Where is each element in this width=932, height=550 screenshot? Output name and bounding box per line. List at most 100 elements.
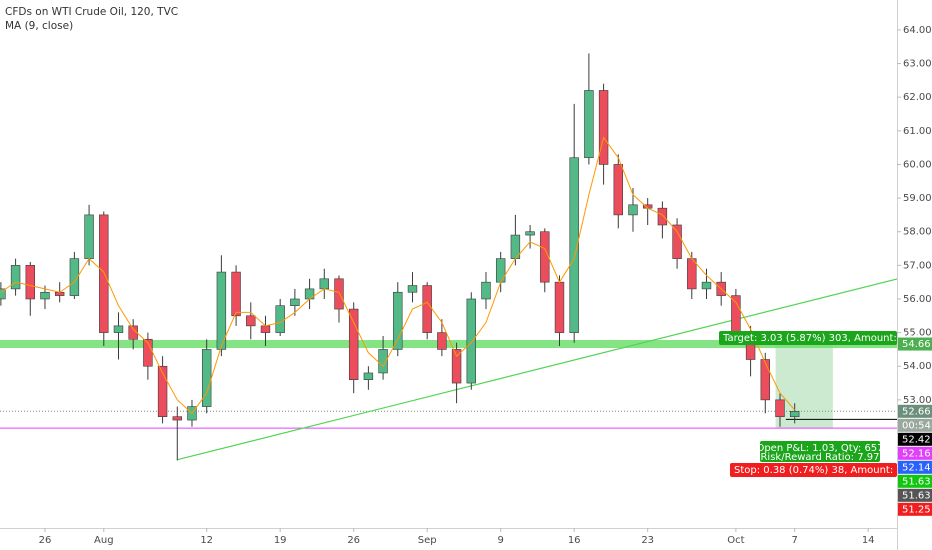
y-tick-label: 55.00 bbox=[903, 328, 932, 339]
y-tick-label: 61.00 bbox=[903, 126, 932, 137]
pnl-label: Open P&L: 1.03, Qty: 657 bbox=[756, 443, 883, 454]
candle-body bbox=[0, 288, 6, 300]
candle-body bbox=[216, 271, 227, 350]
y-tick-label: 58.00 bbox=[903, 227, 932, 238]
y-tick-label: 53.00 bbox=[903, 395, 932, 406]
position-profit-zone bbox=[775, 344, 833, 429]
price-label-bg bbox=[898, 432, 932, 446]
price-label: 52.42 bbox=[902, 434, 931, 445]
x-tick-label: 16 bbox=[568, 535, 581, 546]
candle-body bbox=[569, 157, 579, 333]
candle-body bbox=[157, 365, 168, 417]
x-tick-label: 19 bbox=[274, 535, 287, 546]
price-label: 54.66 bbox=[902, 339, 931, 350]
y-tick-label: 57.00 bbox=[903, 260, 932, 271]
price-label-bg bbox=[898, 404, 932, 418]
price-label-bg bbox=[898, 474, 932, 488]
y-tick-label: 64.00 bbox=[903, 25, 932, 36]
target-label: Target: 3.03 (5.87%) 303, Amount: 299 bbox=[722, 333, 919, 344]
price-label-bg bbox=[898, 418, 932, 432]
candle-body bbox=[672, 224, 682, 259]
price-label: 51.63 bbox=[902, 476, 931, 487]
price-label: 51.63 bbox=[902, 490, 931, 501]
candle-body bbox=[495, 258, 506, 283]
candle-body bbox=[407, 285, 418, 293]
candle-body bbox=[628, 204, 638, 216]
candle-body bbox=[525, 231, 535, 236]
chart-title: CFDs on WTI Crude Oil, 120, TVC bbox=[5, 6, 178, 18]
price-label: 52.66 bbox=[902, 406, 931, 417]
candle-body bbox=[69, 258, 80, 296]
candle-body bbox=[319, 278, 329, 290]
price-label-bg bbox=[898, 502, 932, 516]
y-tick-label: 60.00 bbox=[903, 159, 932, 170]
candle-body bbox=[246, 315, 256, 327]
candle-body bbox=[260, 325, 271, 333]
candle-body bbox=[731, 295, 741, 333]
indicator-label: MA (9, close) bbox=[5, 20, 73, 32]
x-tick-label: 23 bbox=[641, 535, 654, 546]
x-tick-label: Aug bbox=[94, 535, 114, 546]
candle-body bbox=[10, 265, 21, 290]
x-tick-label: 7 bbox=[791, 535, 797, 546]
x-tick-label: 12 bbox=[200, 535, 213, 546]
candle-body bbox=[378, 349, 388, 374]
candle-body bbox=[99, 214, 109, 333]
x-tick-label: 26 bbox=[39, 535, 52, 546]
candle-body bbox=[554, 281, 565, 333]
trend-line bbox=[177, 278, 897, 461]
candle-body bbox=[657, 207, 668, 226]
candle-body bbox=[437, 332, 447, 350]
candle-body bbox=[290, 298, 300, 307]
candle-body bbox=[481, 281, 491, 300]
target-label-bg bbox=[719, 331, 897, 346]
candle-body bbox=[451, 349, 462, 384]
candle-body bbox=[363, 372, 374, 380]
candle-body bbox=[172, 416, 182, 421]
candle-body bbox=[348, 308, 359, 380]
candle-body bbox=[275, 305, 285, 333]
candle-body bbox=[231, 271, 241, 317]
candle-body bbox=[466, 298, 476, 384]
price-label-bg bbox=[898, 337, 932, 351]
candle-body bbox=[113, 325, 124, 333]
stop-label: Stop: 0.38 (0.74%) 38, Amount: 750. bbox=[734, 465, 919, 476]
x-tick-label: 26 bbox=[347, 535, 360, 546]
candle-body bbox=[393, 291, 403, 350]
price-label: 51.25 bbox=[902, 504, 931, 515]
x-tick-label: 9 bbox=[497, 535, 503, 546]
candle-body bbox=[40, 291, 50, 300]
pnl-label-bg bbox=[760, 441, 880, 462]
price-label: 52.16 bbox=[902, 448, 931, 459]
y-tick-label: 56.00 bbox=[903, 294, 932, 305]
y-tick-label: 62.00 bbox=[903, 92, 932, 103]
candle-body bbox=[598, 90, 609, 165]
candle-body bbox=[701, 281, 712, 290]
candle-body bbox=[789, 411, 800, 417]
candle-body bbox=[84, 214, 94, 259]
x-tick-label: 14 bbox=[862, 535, 875, 546]
candle-body bbox=[25, 265, 35, 300]
moving-average bbox=[0, 136, 796, 415]
y-tick-label: 63.00 bbox=[903, 59, 932, 70]
candle-body bbox=[584, 90, 594, 159]
stop-label-bg bbox=[730, 463, 897, 477]
price-label-bg bbox=[898, 488, 932, 502]
price-label: 00:54 bbox=[902, 420, 931, 431]
candle-body bbox=[760, 359, 770, 401]
candle-body bbox=[422, 285, 432, 333]
y-tick-label: 54.00 bbox=[903, 361, 932, 372]
price-label-bg bbox=[898, 460, 932, 474]
y-tick-label: 59.00 bbox=[903, 193, 932, 204]
candle-body bbox=[775, 399, 785, 417]
price-label: 52.14 bbox=[902, 462, 931, 473]
candle-body bbox=[687, 258, 697, 290]
rr-label: Risk/Reward Ratio: 7.97 bbox=[760, 452, 879, 463]
candle-body bbox=[334, 278, 344, 310]
candle-body bbox=[613, 164, 623, 216]
x-tick-label: Oct bbox=[727, 535, 744, 546]
price-label-bg bbox=[898, 446, 932, 460]
candle-body bbox=[540, 231, 550, 283]
plot-area bbox=[0, 53, 897, 461]
